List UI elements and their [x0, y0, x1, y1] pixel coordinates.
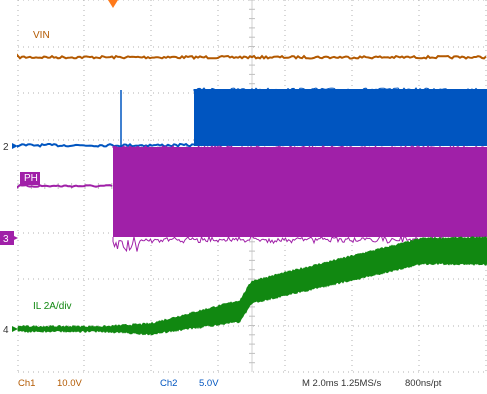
channel-marker-label: 4 [3, 325, 9, 336]
vin-label: VIN [33, 30, 50, 41]
trigger-marker[interactable] [108, 0, 118, 8]
timebase-readout: M 2.0ms 1.25MS/s [302, 378, 382, 389]
channel-marker-label: 3 [3, 234, 9, 245]
ph-label: PH [24, 173, 38, 184]
ph-trace [17, 145, 487, 253]
ch1-name: Ch1 [18, 378, 36, 389]
channel-markers[interactable]: 2 3 4 [0, 142, 40, 336]
ch2-name: Ch2 [160, 378, 178, 389]
arrow-right-icon [12, 235, 18, 241]
resolution-readout: 800ns/pt [405, 378, 442, 389]
arrow-right-icon [12, 143, 18, 149]
channel-4-marker[interactable]: 4 [3, 325, 18, 336]
channel-marker-label: 2 [3, 142, 9, 153]
ch1-scale: 10.0V [57, 378, 82, 389]
channel-2-marker[interactable]: 2 [3, 142, 18, 153]
ch2-scale: 5.0V [199, 378, 219, 389]
switch-node-blue-trace [17, 87, 487, 148]
inductor-current-trace [17, 236, 487, 336]
vin-trace [17, 53, 487, 60]
waveform-traces [17, 53, 487, 336]
arrow-right-icon [12, 326, 18, 332]
channel-3-marker[interactable]: 3 [0, 231, 18, 245]
il-label: IL 2A/div [33, 301, 72, 312]
